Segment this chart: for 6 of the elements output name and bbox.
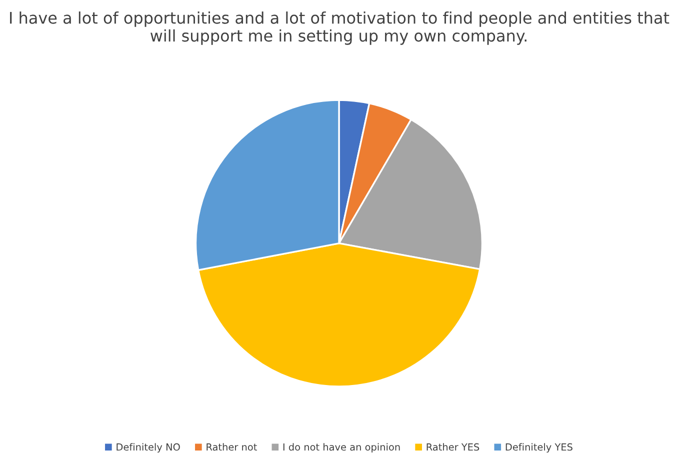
legend-label: Definitely YES xyxy=(506,443,572,453)
legend-label: I do not have an opinion xyxy=(283,443,400,453)
legend-label: Definitely NO xyxy=(116,443,180,453)
chart-title: I have a lot of opportunities and a lot of motivation to find people and entities that will support me in setting up my own company. xyxy=(10,11,670,45)
legend-label: Rather not xyxy=(206,443,257,451)
legend-label: Rather YES xyxy=(426,443,480,451)
